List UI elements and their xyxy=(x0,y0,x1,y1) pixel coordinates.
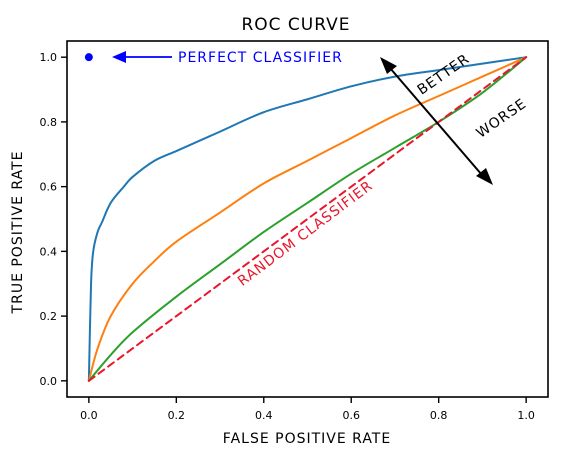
plot-frame xyxy=(66,40,549,398)
random-classifier-line xyxy=(87,56,528,382)
random-classifier-label: RANDOM CLASSIFIER xyxy=(235,178,376,290)
x-axis-label: FALSE POSITIVE RATE xyxy=(223,431,391,447)
y-tick-label: 1.0 xyxy=(40,51,58,64)
y-tick-label: 0.2 xyxy=(40,310,58,323)
y-axis-label: TRUE POSITIVE RATE xyxy=(10,151,26,315)
x-tick-label: 1.0 xyxy=(517,409,535,422)
x-tick-label: 0.2 xyxy=(168,409,186,422)
perfect-classifier-point xyxy=(84,53,93,62)
chart-title: ROC CURVE xyxy=(241,15,350,35)
perfect-classifier-label: PERFECT CLASSIFIER xyxy=(178,50,343,66)
x-tick-label: 0.0 xyxy=(80,409,98,422)
worse-label: WORSE xyxy=(474,96,530,142)
y-tick-label: 0.0 xyxy=(40,375,58,388)
x-tick-label: 0.4 xyxy=(255,409,273,422)
roc-curve-blue xyxy=(87,56,528,382)
perfect-arrow-head xyxy=(112,51,126,63)
x-tick-label: 0.8 xyxy=(430,409,448,422)
y-tick-label: 0.8 xyxy=(40,116,58,129)
x-tick-label: 0.6 xyxy=(342,409,360,422)
worse-arrow-head xyxy=(476,168,493,185)
roc-curve-orange xyxy=(87,56,528,382)
better-arrow-head xyxy=(380,57,397,74)
better-worse-arrow-shaft xyxy=(389,67,483,176)
y-tick-label: 0.6 xyxy=(40,181,58,194)
better-label: BETTER xyxy=(415,51,473,98)
y-tick-label: 0.4 xyxy=(40,245,58,258)
